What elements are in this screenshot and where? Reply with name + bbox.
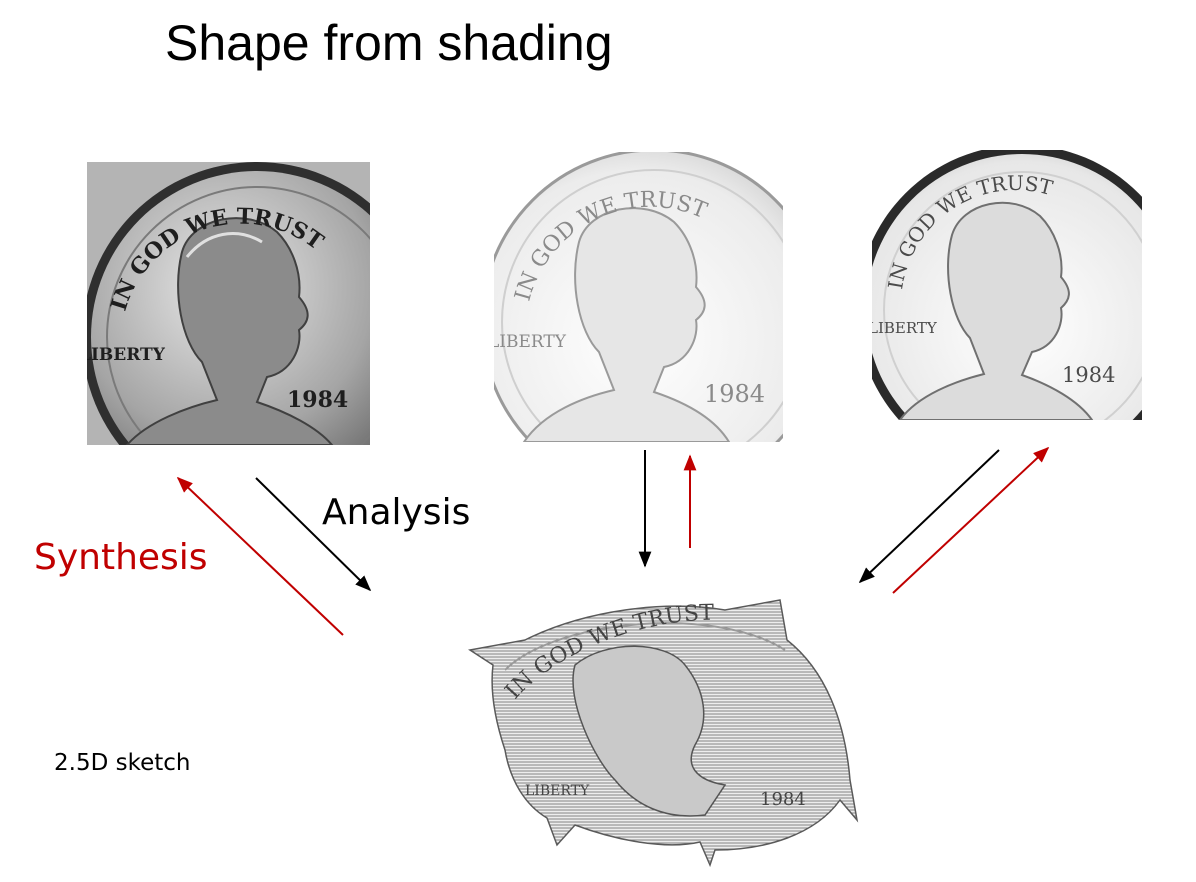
- coin-year: 1984: [287, 387, 348, 413]
- synthesis-label: Synthesis: [34, 537, 208, 578]
- relief-year: 1984: [760, 789, 806, 810]
- relief-surface-image: IN GOD WE TRUST LIBERTY 1984: [465, 580, 865, 880]
- relief-liberty: LIBERTY: [525, 783, 590, 799]
- coin-year: 1984: [1062, 363, 1115, 387]
- coin-liberty: LIBERTY: [494, 332, 567, 352]
- coin-image-rendered-bright: IN GOD WE TRUST LIBERTY 1984: [494, 152, 783, 442]
- coin-liberty: LIBERTY: [87, 345, 166, 365]
- analysis-arrow-right: [858, 449, 1000, 584]
- coin-year: 1984: [704, 380, 765, 408]
- slide-title: Shape from shading: [165, 15, 613, 71]
- sketch-label: 2.5D sketch: [54, 750, 191, 776]
- analysis-label: Analysis: [322, 492, 471, 533]
- coin-image-photograph: IN GOD WE TRUST LIBERTY 1984: [87, 162, 370, 445]
- coin-liberty: LIBERTY: [872, 319, 938, 337]
- coin-image-rendered-frontal: IN GOD WE TRUST LIBERTY 1984: [872, 150, 1142, 420]
- synthesis-arrow-right: [892, 446, 1050, 594]
